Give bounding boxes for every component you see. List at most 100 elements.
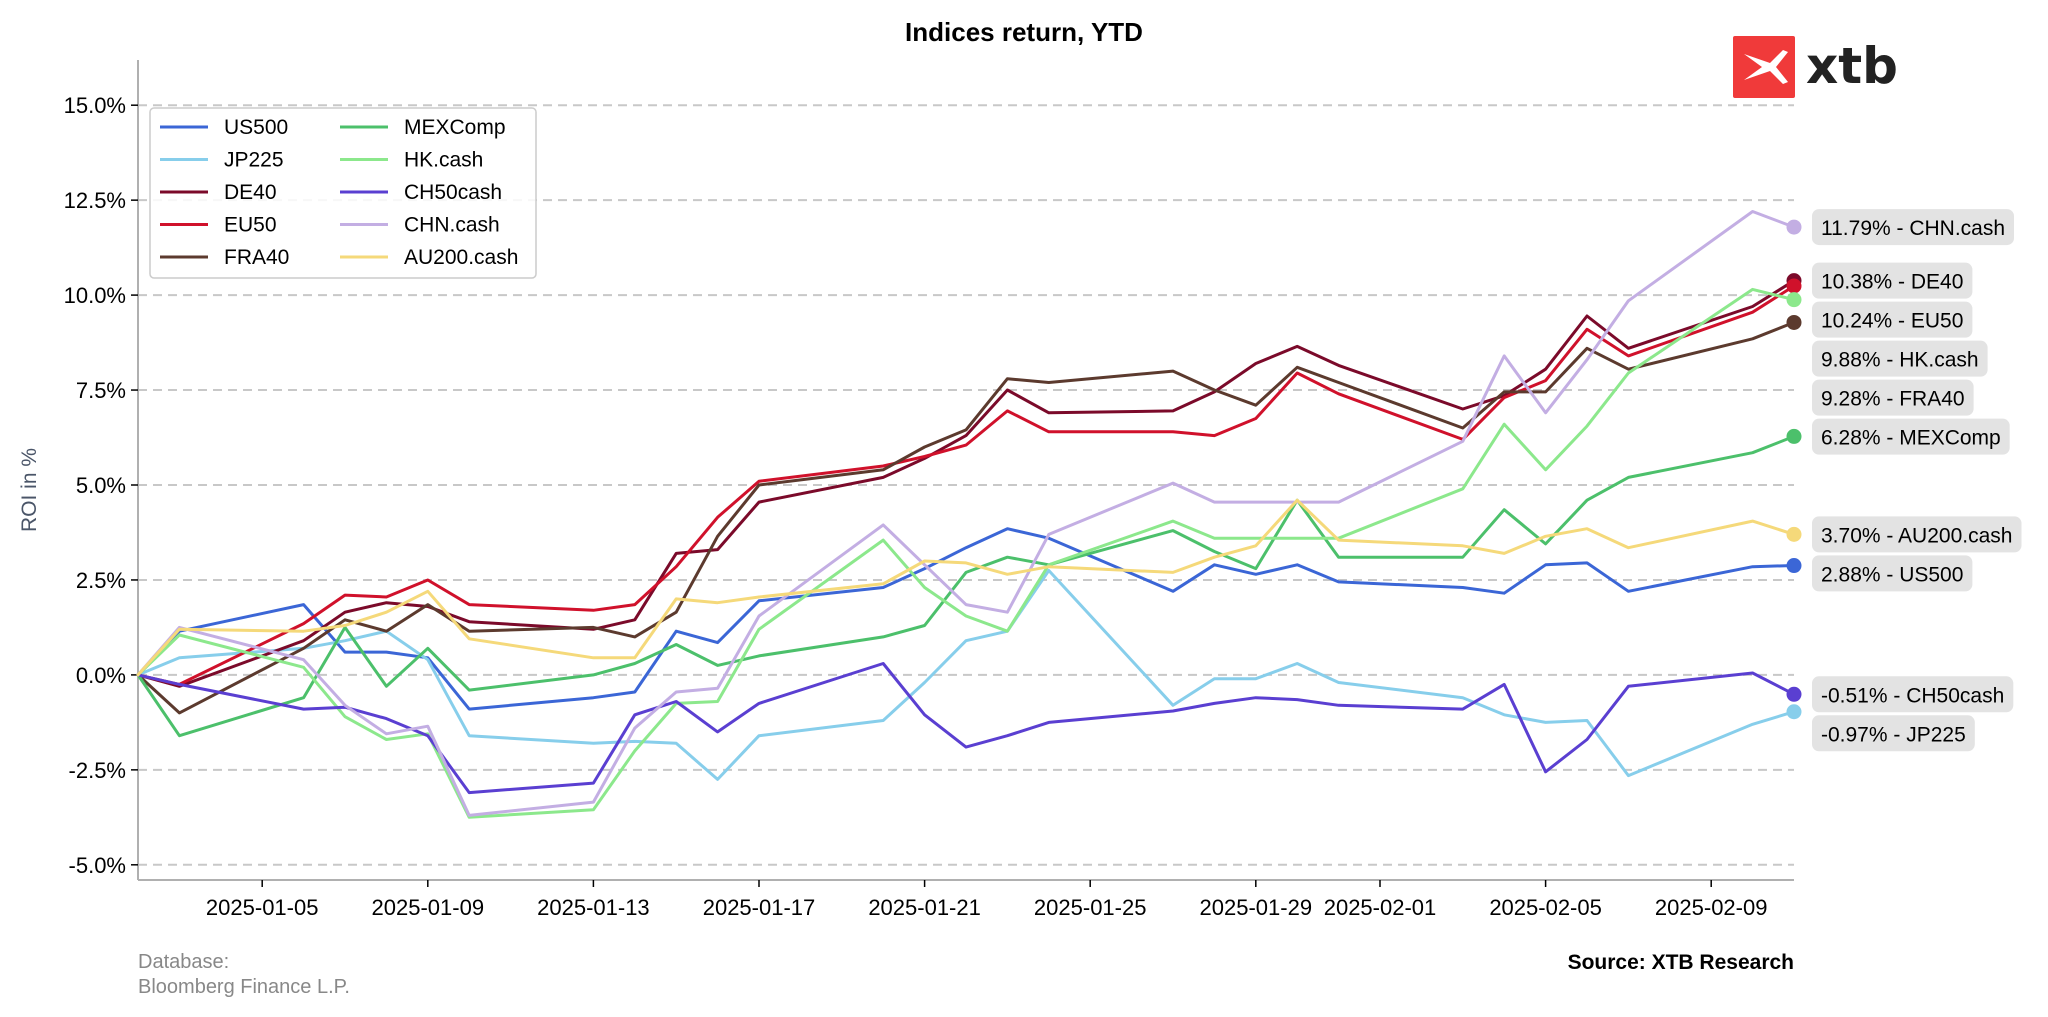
end-label-background <box>1812 555 1973 592</box>
end-label-background <box>1812 209 2014 246</box>
legend-label: EU50 <box>224 214 277 237</box>
y-tick-label: 12.5% <box>64 188 126 213</box>
database-name: Bloomberg Finance L.P. <box>138 976 350 998</box>
legend-item: CH50cash <box>340 181 502 204</box>
x-tick-label: 2025-02-05 <box>1489 895 1602 920</box>
end-marker-mexcomp <box>1786 428 1802 444</box>
end-marker-chn-cash <box>1786 219 1802 235</box>
legend-item: CHN.cash <box>340 214 500 237</box>
legend-item: MEXComp <box>340 116 506 139</box>
series-line-de40 <box>136 279 1796 688</box>
end-marker-fra40 <box>1786 314 1802 330</box>
end-label-text: 2.88% - US500 <box>1821 563 1963 586</box>
y-tick-label: 0.0% <box>76 663 126 688</box>
legend-item: JP225 <box>160 149 284 172</box>
x-tick-label: 2025-01-25 <box>1034 895 1147 920</box>
legend-label: MEXComp <box>404 116 506 139</box>
end-labels: 11.79% - CHN.cash 10.38% - DE40 10.24% - E… <box>1812 209 2022 752</box>
x-tick-label: 2025-02-09 <box>1655 895 1768 920</box>
footer: Database: Bloomberg Finance L.P. Source:… <box>138 951 1794 998</box>
legend-item: US500 <box>160 116 288 139</box>
series-line-chn-cash <box>136 210 1796 817</box>
x-tick-label: 2025-01-21 <box>868 895 981 920</box>
legend-label: CH50cash <box>404 181 502 204</box>
series-lines <box>136 210 1796 819</box>
end-label-text: 9.28% - FRA40 <box>1821 388 1965 411</box>
x-tick-label: 2025-01-13 <box>537 895 650 920</box>
end-label: -0.97% - JP225 <box>1812 715 1975 752</box>
legend-label: DE40 <box>224 181 277 204</box>
end-label-background <box>1812 715 1975 752</box>
series-line-fra40 <box>136 320 1796 715</box>
end-markers <box>1786 219 1802 720</box>
chart-axes <box>137 60 1794 881</box>
end-label-background <box>1812 301 1973 338</box>
end-marker-ch50cash <box>1786 686 1802 702</box>
end-label-text: -0.51% - CH50cash <box>1821 684 2004 707</box>
y-tick-label: 2.5% <box>76 568 126 593</box>
x-tick-label: 2025-01-05 <box>206 895 319 920</box>
y-axis-label: ROI in % <box>18 448 41 532</box>
end-marker-jp225 <box>1786 704 1802 720</box>
y-tick-label: 10.0% <box>64 283 126 308</box>
legend-label: JP225 <box>224 149 284 172</box>
end-label: -0.51% - CH50cash <box>1812 676 2014 713</box>
legend-item: DE40 <box>160 181 277 204</box>
y-tick-label: 7.5% <box>76 378 126 403</box>
end-label: 10.38% - DE40 <box>1812 262 1973 299</box>
database-label: Database: <box>138 951 229 973</box>
x-tick-label: 2025-02-01 <box>1324 895 1437 920</box>
xtb-logo: xtb <box>1733 36 1898 98</box>
end-label-text: 6.28% - MEXComp <box>1821 427 2001 450</box>
end-marker-eu50 <box>1786 278 1802 294</box>
y-tick-label: 15.0% <box>64 93 126 118</box>
legend-item: EU50 <box>160 214 277 237</box>
y-tick-label: 5.0% <box>76 473 126 498</box>
legend-label: CHN.cash <box>404 214 500 237</box>
legend-item: FRA40 <box>160 246 289 269</box>
end-label-background <box>1812 676 2014 713</box>
legend-item: AU200.cash <box>340 246 518 269</box>
chart-title: Indices return, YTD <box>905 17 1143 47</box>
x-tick-label: 2025-01-17 <box>703 895 816 920</box>
legend-label: AU200.cash <box>404 246 518 269</box>
end-label-text: 10.24% - EU50 <box>1821 310 1963 333</box>
end-label-background <box>1812 340 1988 377</box>
x-tick-label: 2025-01-29 <box>1200 895 1313 920</box>
series-line-us500 <box>136 527 1796 711</box>
end-label: 10.24% - EU50 <box>1812 301 1973 338</box>
legend-label: FRA40 <box>224 246 289 269</box>
series-line-ch50cash <box>136 662 1796 795</box>
end-marker-au200-cash <box>1786 526 1802 542</box>
source-label: Source: XTB Research <box>1568 951 1794 974</box>
end-label: 9.88% - HK.cash <box>1812 340 1988 377</box>
end-label-text: -0.97% - JP225 <box>1821 723 1966 746</box>
end-label-background <box>1812 262 1973 299</box>
end-label: 6.28% - MEXComp <box>1812 418 2010 455</box>
series-line-au200-cash <box>136 498 1796 677</box>
series-line-jp225 <box>136 569 1796 781</box>
y-tick-label: -5.0% <box>69 853 126 878</box>
xtb-logo-wordmark: xtb <box>1806 37 1898 95</box>
series-line-mexcomp <box>136 434 1796 738</box>
y-axis-ticks: 15.0% 12.5% 10.0% 7.5% 5.0% 2.5% 0.0% -2.5% -5.0… <box>64 93 138 878</box>
end-label: 2.88% - US500 <box>1812 555 1973 592</box>
end-label-background <box>1812 418 2010 455</box>
end-label: 9.28% - FRA40 <box>1812 379 1974 416</box>
legend-label: HK.cash <box>404 149 483 172</box>
end-label-background <box>1812 516 2022 553</box>
legend-item: HK.cash <box>340 149 483 172</box>
chart-legend: US500 JP225 DE40 EU50 FRA40 MEXComp HK.cash CH5… <box>149 107 537 279</box>
end-label-text: 10.38% - DE40 <box>1821 271 1963 294</box>
end-label: 3.70% - AU200.cash <box>1812 516 2022 553</box>
end-label-background <box>1812 379 1974 416</box>
x-tick-label: 2025-01-09 <box>372 895 485 920</box>
x-axis-ticks: 2025-01-05 2025-01-09 2025-01-13 2025-01-17… <box>206 880 1768 920</box>
series-line-hk-cash <box>136 287 1796 819</box>
end-marker-hk-cash <box>1786 292 1802 308</box>
y-tick-label: -2.5% <box>69 758 126 783</box>
end-label-text: 11.79% - CHN.cash <box>1821 217 2005 240</box>
end-marker-us500 <box>1786 558 1802 574</box>
legend-label: US500 <box>224 116 288 139</box>
